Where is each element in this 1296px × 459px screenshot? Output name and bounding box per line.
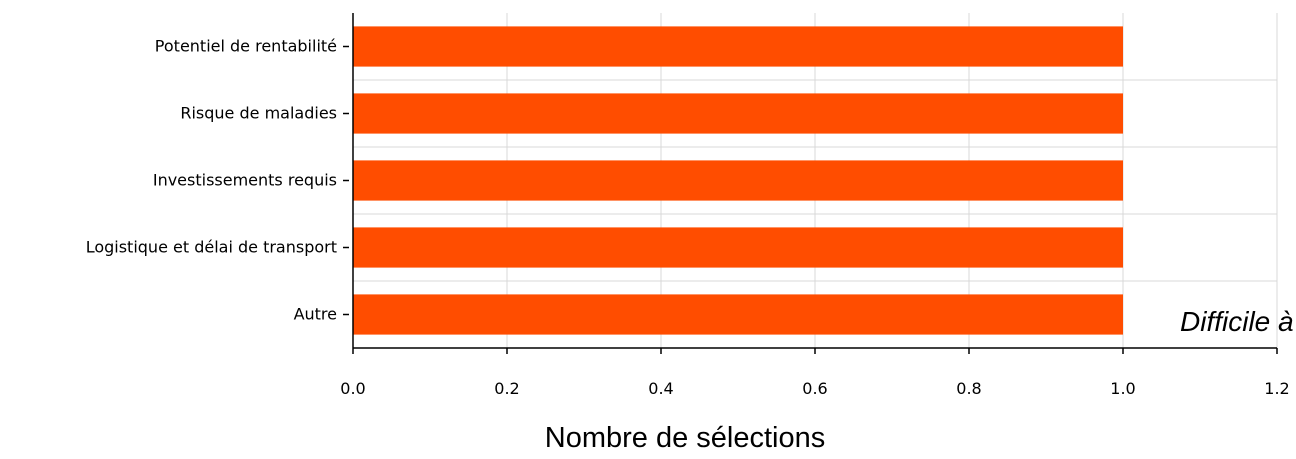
axes xyxy=(343,13,1278,354)
x-tick-label: 0.8 xyxy=(956,379,981,398)
category-label: Potentiel de rentabilité xyxy=(155,37,337,56)
x-tick-label: 1.2 xyxy=(1264,379,1289,398)
x-axis-title: Nombre de sélections xyxy=(545,422,825,454)
bar xyxy=(353,227,1123,268)
category-label: Logistique et délai de transport xyxy=(86,238,337,257)
category-label: Autre xyxy=(294,305,337,324)
x-tick-label: 1.0 xyxy=(1110,379,1135,398)
annotation-text: Difficile à xyxy=(1180,306,1294,337)
category-label: Investissements requis xyxy=(153,171,337,190)
labels: 0.0 0.2 0.4 0.6 0.8 1.0 1.2 Potentiel de rentab… xyxy=(86,37,1290,399)
bar xyxy=(353,294,1123,335)
x-tick-label: 0.0 xyxy=(340,379,365,398)
bar xyxy=(353,93,1123,134)
category-label: Risque de maladies xyxy=(180,104,337,123)
bar xyxy=(353,26,1123,67)
bars xyxy=(353,26,1123,335)
x-tick-label: 0.6 xyxy=(802,379,827,398)
bar xyxy=(353,160,1123,201)
x-tick-label: 0.4 xyxy=(648,379,673,398)
x-tick-label: 0.2 xyxy=(494,379,519,398)
